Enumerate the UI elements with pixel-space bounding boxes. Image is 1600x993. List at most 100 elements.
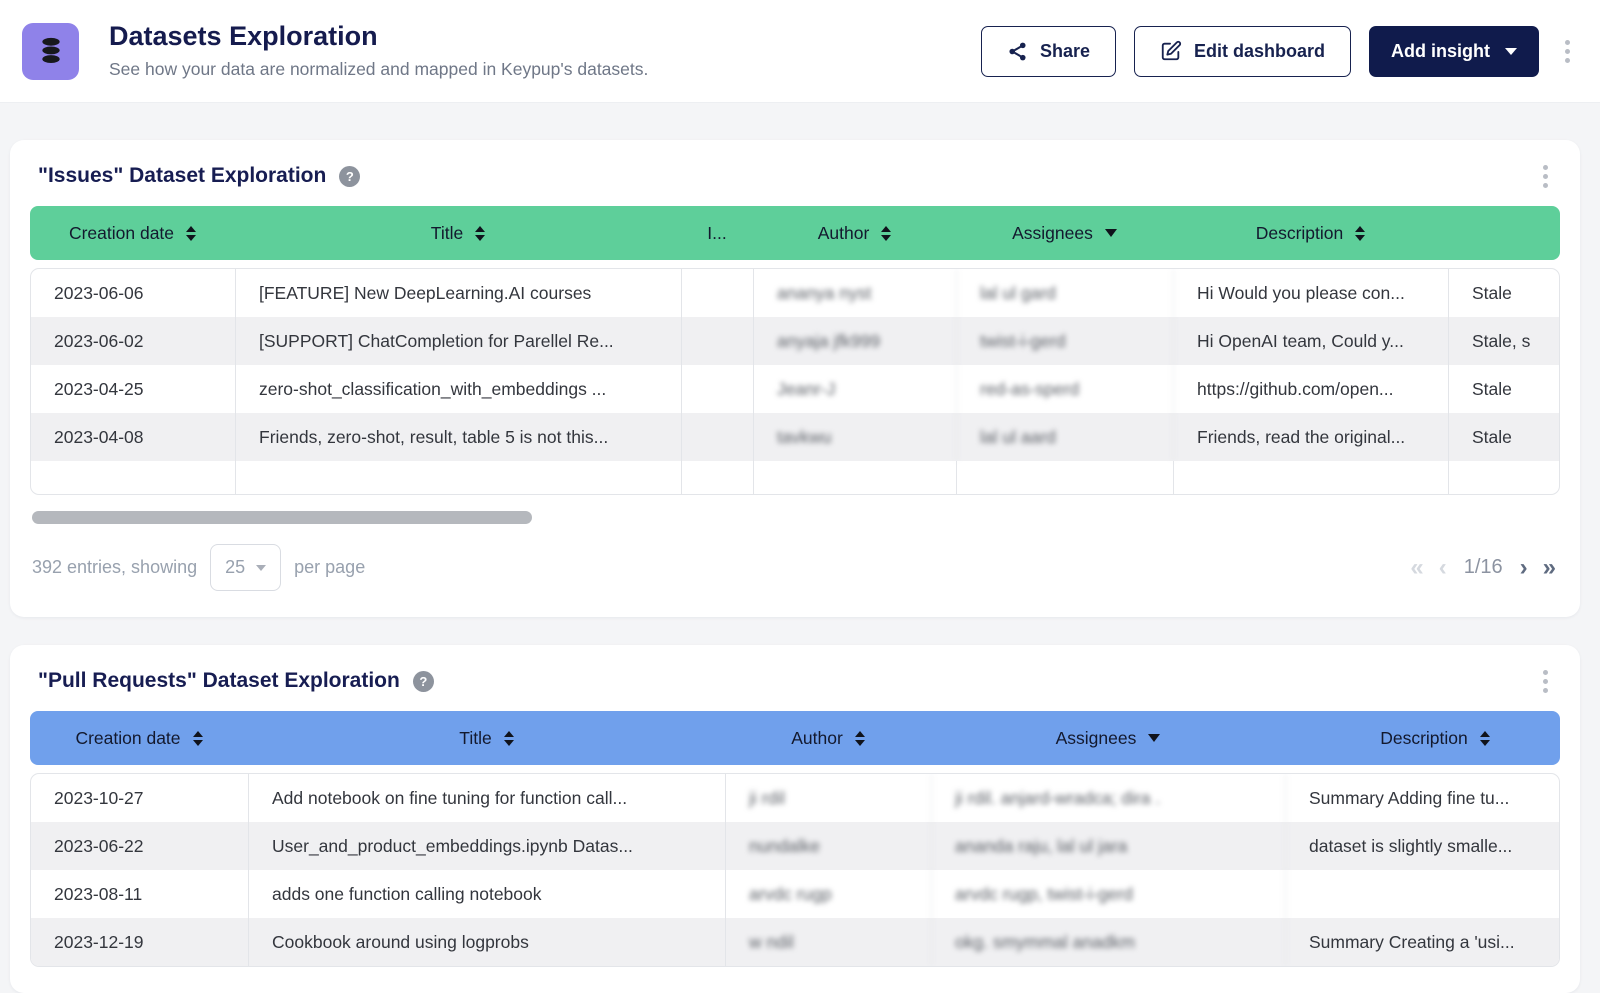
cell-description: Hi Would you please con... <box>1174 269 1449 317</box>
cell-creation-date: 2023-06-02 <box>31 317 236 365</box>
sort-icon <box>186 225 197 241</box>
col-header-author[interactable]: Author <box>753 223 956 244</box>
edit-dashboard-button[interactable]: Edit dashboard <box>1134 25 1352 77</box>
cell-description: https://github.com/open... <box>1174 365 1449 413</box>
pager-controls: « ‹ 1/16 › » <box>1410 553 1556 581</box>
add-insight-button-label: Add insight <box>1391 40 1490 61</box>
page-indicator: 1/16 <box>1463 556 1503 578</box>
cell-creation-date: 2023-08-11 <box>31 870 249 918</box>
table-row: 2023-04-25 zero-shot_classification_with… <box>31 365 1559 413</box>
table-row: 2023-04-08 Friends, zero-shot, result, t… <box>31 413 1559 461</box>
sort-icon <box>854 730 865 746</box>
caret-down-icon <box>1104 229 1117 237</box>
cell-assignees-redacted: lal ul gard <box>957 269 1174 317</box>
issues-table-body: 2023-06-06 [FEATURE] New DeepLearning.AI… <box>30 268 1560 495</box>
cell-assignees-redacted: twist-i-gerd <box>957 317 1174 365</box>
issues-card-title: "Issues" Dataset Exploration <box>38 164 327 187</box>
col-header-creation-date[interactable]: Creation date <box>30 728 248 749</box>
cell-title: adds one function calling notebook <box>249 870 726 918</box>
cell-description: Friends, read the original... <box>1174 413 1449 461</box>
cell-assignees-redacted: ji rdil. anjard-wradca; dira . <box>932 774 1286 822</box>
cell-author-redacted: nundalke <box>726 822 932 870</box>
sort-icon <box>1479 730 1490 746</box>
cell-description: dataset is slightly smalle... <box>1309 835 1513 856</box>
cell-author-redacted: ananya nyst <box>754 269 957 317</box>
app-icon <box>22 22 79 80</box>
entries-count-text: 392 entries, showing <box>32 557 198 577</box>
cell-labels: Stale <box>1472 378 1512 399</box>
page-title: Datasets Exploration <box>109 21 378 52</box>
cell-author-redacted: w ndil <box>726 918 932 966</box>
caret-down-icon <box>1505 47 1517 55</box>
issues-table-header-row: Creation date Title I... Author Assignee… <box>30 206 1560 260</box>
cell-creation-date: 2023-04-25 <box>31 365 236 413</box>
page-size-select[interactable]: 25 <box>210 544 282 591</box>
issues-pagination: 392 entries, showing 25 per page « ‹ 1/1… <box>30 544 1560 591</box>
cell-description: Hi OpenAI team, Could y... <box>1174 317 1449 365</box>
cell-title: User_and_product_embeddings.ipynb Datas.… <box>249 822 726 870</box>
table-row: 2023-06-22 User_and_product_embeddings.i… <box>31 822 1559 870</box>
issues-kebab-menu-icon[interactable] <box>1535 159 1556 194</box>
prev-page-icon[interactable]: ‹ <box>1438 553 1447 581</box>
pull-requests-help-icon[interactable]: ? <box>412 670 434 692</box>
pull-requests-table-body: 2023-10-27 Add notebook on fine tuning f… <box>30 773 1560 967</box>
pull-requests-dataset-card: "Pull Requests" Dataset Exploration ? Cr… <box>10 645 1580 993</box>
table-row: 2023-08-11 adds one function calling not… <box>31 870 1559 918</box>
pull-requests-kebab-menu-icon[interactable] <box>1535 664 1556 699</box>
next-page-icon[interactable]: › <box>1519 553 1528 581</box>
cell-assignees-redacted: red-as-sperd <box>957 365 1174 413</box>
cell-assignees-redacted: ananda raju, lal ul jara <box>932 822 1286 870</box>
issues-table: Creation date Title I... Author Assignee… <box>30 206 1560 495</box>
col-header-author[interactable]: Author <box>725 728 931 749</box>
horizontal-scrollbar[interactable] <box>32 511 532 524</box>
cell-labels: Stale <box>1472 282 1512 303</box>
col-header-creation-date[interactable]: Creation date <box>30 223 235 244</box>
col-header-title[interactable]: Title <box>235 223 681 244</box>
cell-author-redacted: ji rdil <box>726 774 932 822</box>
first-page-icon[interactable]: « <box>1410 553 1424 581</box>
cell-description: Summary Creating a 'usi... <box>1309 931 1515 952</box>
col-header-title[interactable]: Title <box>248 728 725 749</box>
col-header-description[interactable]: Description <box>1173 223 1448 244</box>
cell-id <box>682 413 754 461</box>
last-page-icon[interactable]: » <box>1542 553 1556 581</box>
table-row: 2023-10-27 Add notebook on fine tuning f… <box>31 774 1559 822</box>
header-kebab-menu-icon[interactable] <box>1557 34 1578 69</box>
caret-down-icon <box>1148 734 1161 742</box>
cell-creation-date: 2023-12-19 <box>31 918 249 966</box>
database-icon <box>41 37 60 63</box>
issues-help-icon[interactable]: ? <box>339 165 361 187</box>
cell-description: Summary Adding fine tu... <box>1309 787 1510 808</box>
share-button[interactable]: Share <box>980 25 1116 77</box>
sort-icon <box>881 225 892 241</box>
sort-icon <box>475 225 486 241</box>
edit-dashboard-button-label: Edit dashboard <box>1194 40 1326 61</box>
issues-dataset-card: "Issues" Dataset Exploration ? Creation … <box>10 140 1580 617</box>
top-app-bar: Datasets Exploration See how your data a… <box>0 0 1600 103</box>
cell-labels: Stale <box>1472 426 1512 447</box>
cell-creation-date: 2023-06-06 <box>31 269 236 317</box>
cell-id <box>682 365 754 413</box>
add-insight-button[interactable]: Add insight <box>1369 25 1539 77</box>
col-header-assignees[interactable]: Assignees <box>931 728 1285 749</box>
col-header-description[interactable]: Description <box>1285 728 1560 749</box>
col-header-id[interactable]: I... <box>707 222 727 243</box>
cell-title: Friends, zero-shot, result, table 5 is n… <box>236 413 682 461</box>
cell-title: [FEATURE] New DeepLearning.AI courses <box>236 269 682 317</box>
page-header: Datasets Exploration See how your data a… <box>109 21 648 80</box>
pull-requests-card-title: "Pull Requests" Dataset Exploration <box>38 669 400 692</box>
cell-creation-date: 2023-04-08 <box>31 413 236 461</box>
col-header-assignees[interactable]: Assignees <box>956 223 1173 244</box>
cell-author-redacted: Jeanr-J <box>754 365 957 413</box>
edit-pencil-icon <box>1161 40 1182 61</box>
table-row-empty <box>31 461 1559 494</box>
cell-assignees-redacted: arvdc rugp, twist-i-gerd <box>932 870 1286 918</box>
cell-labels: Stale, s <box>1472 330 1531 351</box>
cell-creation-date: 2023-06-22 <box>31 822 249 870</box>
cell-author-redacted: tavkwu <box>754 413 957 461</box>
table-row: 2023-12-19 Cookbook around using logprob… <box>31 918 1559 966</box>
cell-title: zero-shot_classification_with_embeddings… <box>236 365 682 413</box>
cell-id <box>682 269 754 317</box>
page-size-value: 25 <box>225 557 246 577</box>
pull-requests-table-header-row: Creation date Title Author Assignees Des… <box>30 711 1560 765</box>
